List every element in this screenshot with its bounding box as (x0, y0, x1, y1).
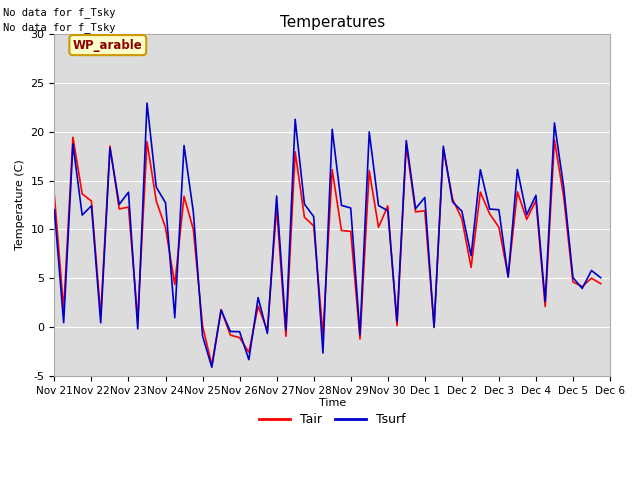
Tair (208, 362, 216, 368)
Tsurf (152, 184, 160, 190)
Tsurf (412, 206, 419, 212)
Text: No data for f_Tsky: No data for f_Tsky (3, 22, 116, 33)
Tair (227, 332, 234, 338)
Tsurf (208, 364, 216, 370)
Tair (199, 323, 207, 329)
Line: Tair: Tair (54, 137, 601, 365)
Tsurf (245, 357, 253, 362)
Tair (69, 134, 77, 140)
Tsurf (199, 333, 207, 339)
Legend: Tair, Tsurf: Tair, Tsurf (254, 408, 410, 431)
Tair (412, 209, 419, 215)
Tsurf (51, 207, 58, 213)
Tair (51, 193, 58, 199)
Tair (152, 198, 160, 204)
Title: Temperatures: Temperatures (280, 15, 385, 30)
X-axis label: Time: Time (319, 398, 346, 408)
Tair (597, 281, 605, 287)
Text: No data for f_Tsky: No data for f_Tsky (3, 7, 116, 18)
Text: WP_arable: WP_arable (73, 38, 143, 52)
Tsurf (254, 295, 262, 300)
Tsurf (597, 275, 605, 281)
Tsurf (227, 329, 234, 335)
Line: Tsurf: Tsurf (54, 103, 601, 367)
Tair (245, 349, 253, 355)
Tair (254, 303, 262, 309)
Tsurf (143, 100, 151, 106)
Y-axis label: Temperature (C): Temperature (C) (15, 159, 25, 250)
